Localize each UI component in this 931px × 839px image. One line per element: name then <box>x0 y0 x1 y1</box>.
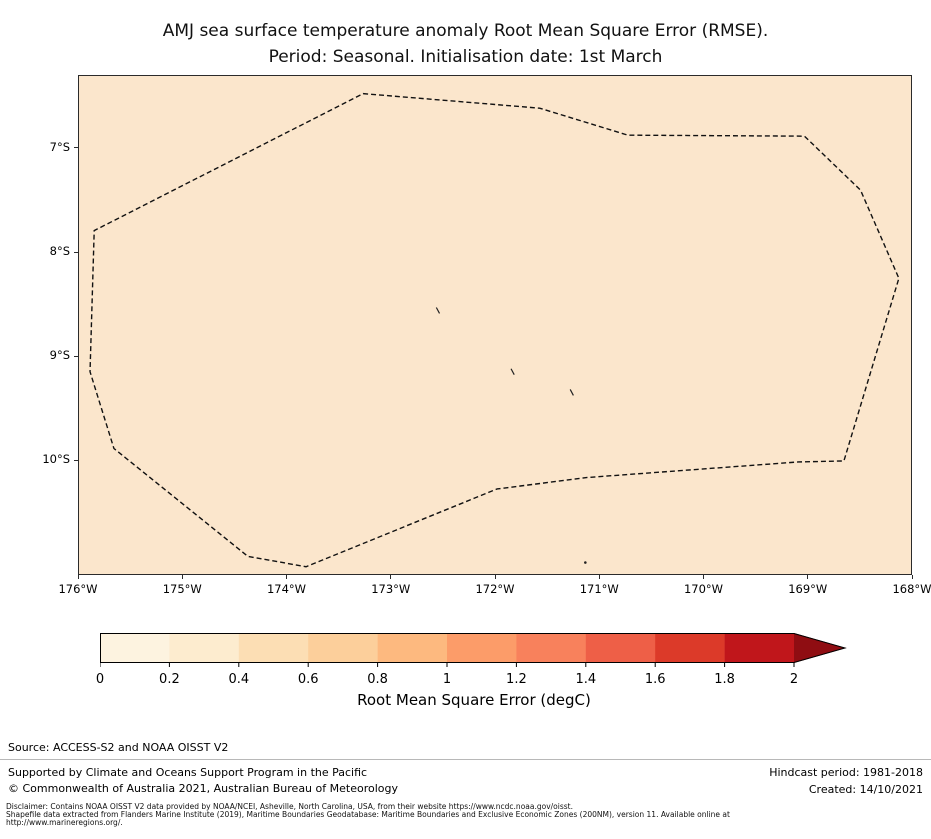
chart-title-line2: Period: Seasonal. Initialisation date: 1… <box>268 47 663 67</box>
colorbar-tick-label: 0.6 <box>297 672 319 687</box>
x-axis-tick-label: 171°W <box>579 582 619 596</box>
x-axis-tick-label: 170°W <box>683 582 724 596</box>
x-axis-tick-label: 168°W <box>892 582 931 596</box>
supported-text: Supported by Climate and Oceans Support … <box>8 766 368 779</box>
y-axis-tick-mark <box>74 147 78 149</box>
colorbar-tick-label: 1.4 <box>575 672 597 687</box>
x-axis-tick-mark <box>181 575 183 579</box>
y-axis-tick-mark <box>74 355 78 357</box>
copyright-text: © Commonwealth of Australia 2021, Austra… <box>8 782 398 795</box>
x-axis-tick-label: 174°W <box>266 582 307 596</box>
hindcast-text: Hindcast period: 1981-2018 <box>769 766 923 779</box>
colorbar-outline <box>100 633 847 663</box>
x-axis-tick-label: 173°W <box>371 582 411 596</box>
y-axis-tick-label: 10°S <box>42 452 70 467</box>
chart-title: AMJ sea surface temperature anomaly Root… <box>0 18 931 70</box>
colorbar-segment <box>585 633 656 663</box>
separator-line <box>0 759 931 760</box>
colorbar-tick-label: 0.4 <box>228 672 250 687</box>
colorbar-tick-label: 0 <box>95 672 105 687</box>
island-marker <box>569 389 574 396</box>
colorbar-tick-label: 1.8 <box>714 672 735 687</box>
disclaimer-line1: Disclaimer: Contains NOAA OISST V2 data … <box>6 802 573 811</box>
x-axis-tick-mark <box>598 575 600 579</box>
created-text: Created: 14/10/2021 <box>808 783 923 796</box>
colorbar-label: Root Mean Square Error (degC) <box>357 691 591 709</box>
colorbar <box>100 633 847 667</box>
eez-boundary-layer <box>89 92 900 568</box>
x-axis-tick-mark <box>390 575 392 579</box>
map-area <box>78 75 912 575</box>
x-axis-tick-label: 169°W <box>788 582 828 596</box>
colorbar-segment <box>447 633 517 663</box>
colorbar-segment <box>724 633 795 663</box>
x-axis-tick-label: 176°W <box>58 582 98 596</box>
island-marker <box>510 368 515 375</box>
colorbar-tick-label: 1.6 <box>644 672 666 687</box>
x-axis-tick-mark <box>286 575 287 579</box>
colorbar-segment <box>238 633 309 663</box>
colorbar-segment <box>516 633 587 663</box>
y-axis-tick-label: 7°S <box>49 139 70 154</box>
island-marker <box>435 307 441 314</box>
colorbar-segment <box>655 633 725 663</box>
x-axis-tick-mark <box>911 575 913 579</box>
disclaimer-line3: http://www.marineregions.org/. <box>6 818 123 827</box>
colorbar-segment <box>169 633 240 663</box>
colorbar-segment <box>308 633 378 663</box>
x-axis-tick-mark <box>807 575 809 579</box>
colorbar-arrow <box>794 633 846 663</box>
colorbar-tick-label: 1.2 <box>506 672 527 687</box>
island-marker <box>584 561 587 564</box>
colorbar-tick-label: 2 <box>789 672 799 687</box>
colorbar-tick-label: 0.8 <box>367 672 388 687</box>
y-axis-tick-mark <box>74 251 78 253</box>
colorbar-tick-label: 1 <box>442 672 452 687</box>
y-axis-tick-label: 8°S <box>49 244 70 259</box>
x-axis-tick-label: 172°W <box>475 582 515 596</box>
x-axis-tick-mark <box>77 575 79 579</box>
x-axis-tick-label: 175°W <box>162 582 202 596</box>
eez-boundary <box>89 92 900 568</box>
colorbar-segment <box>377 633 448 663</box>
y-axis-tick-label: 9°S <box>49 348 70 363</box>
colorbar-segment <box>100 633 170 663</box>
x-axis-tick-mark <box>494 575 496 579</box>
x-axis-tick-mark <box>703 575 704 579</box>
disclaimer-line2: Shapefile data extracted from Flanders M… <box>6 810 730 819</box>
y-axis-tick-mark <box>74 459 78 461</box>
chart-title-line1: AMJ sea surface temperature anomaly Root… <box>162 21 769 41</box>
source-text: Source: ACCESS-S2 and NOAA OISST V2 <box>8 741 229 754</box>
colorbar-tick-label: 0.2 <box>159 672 180 687</box>
